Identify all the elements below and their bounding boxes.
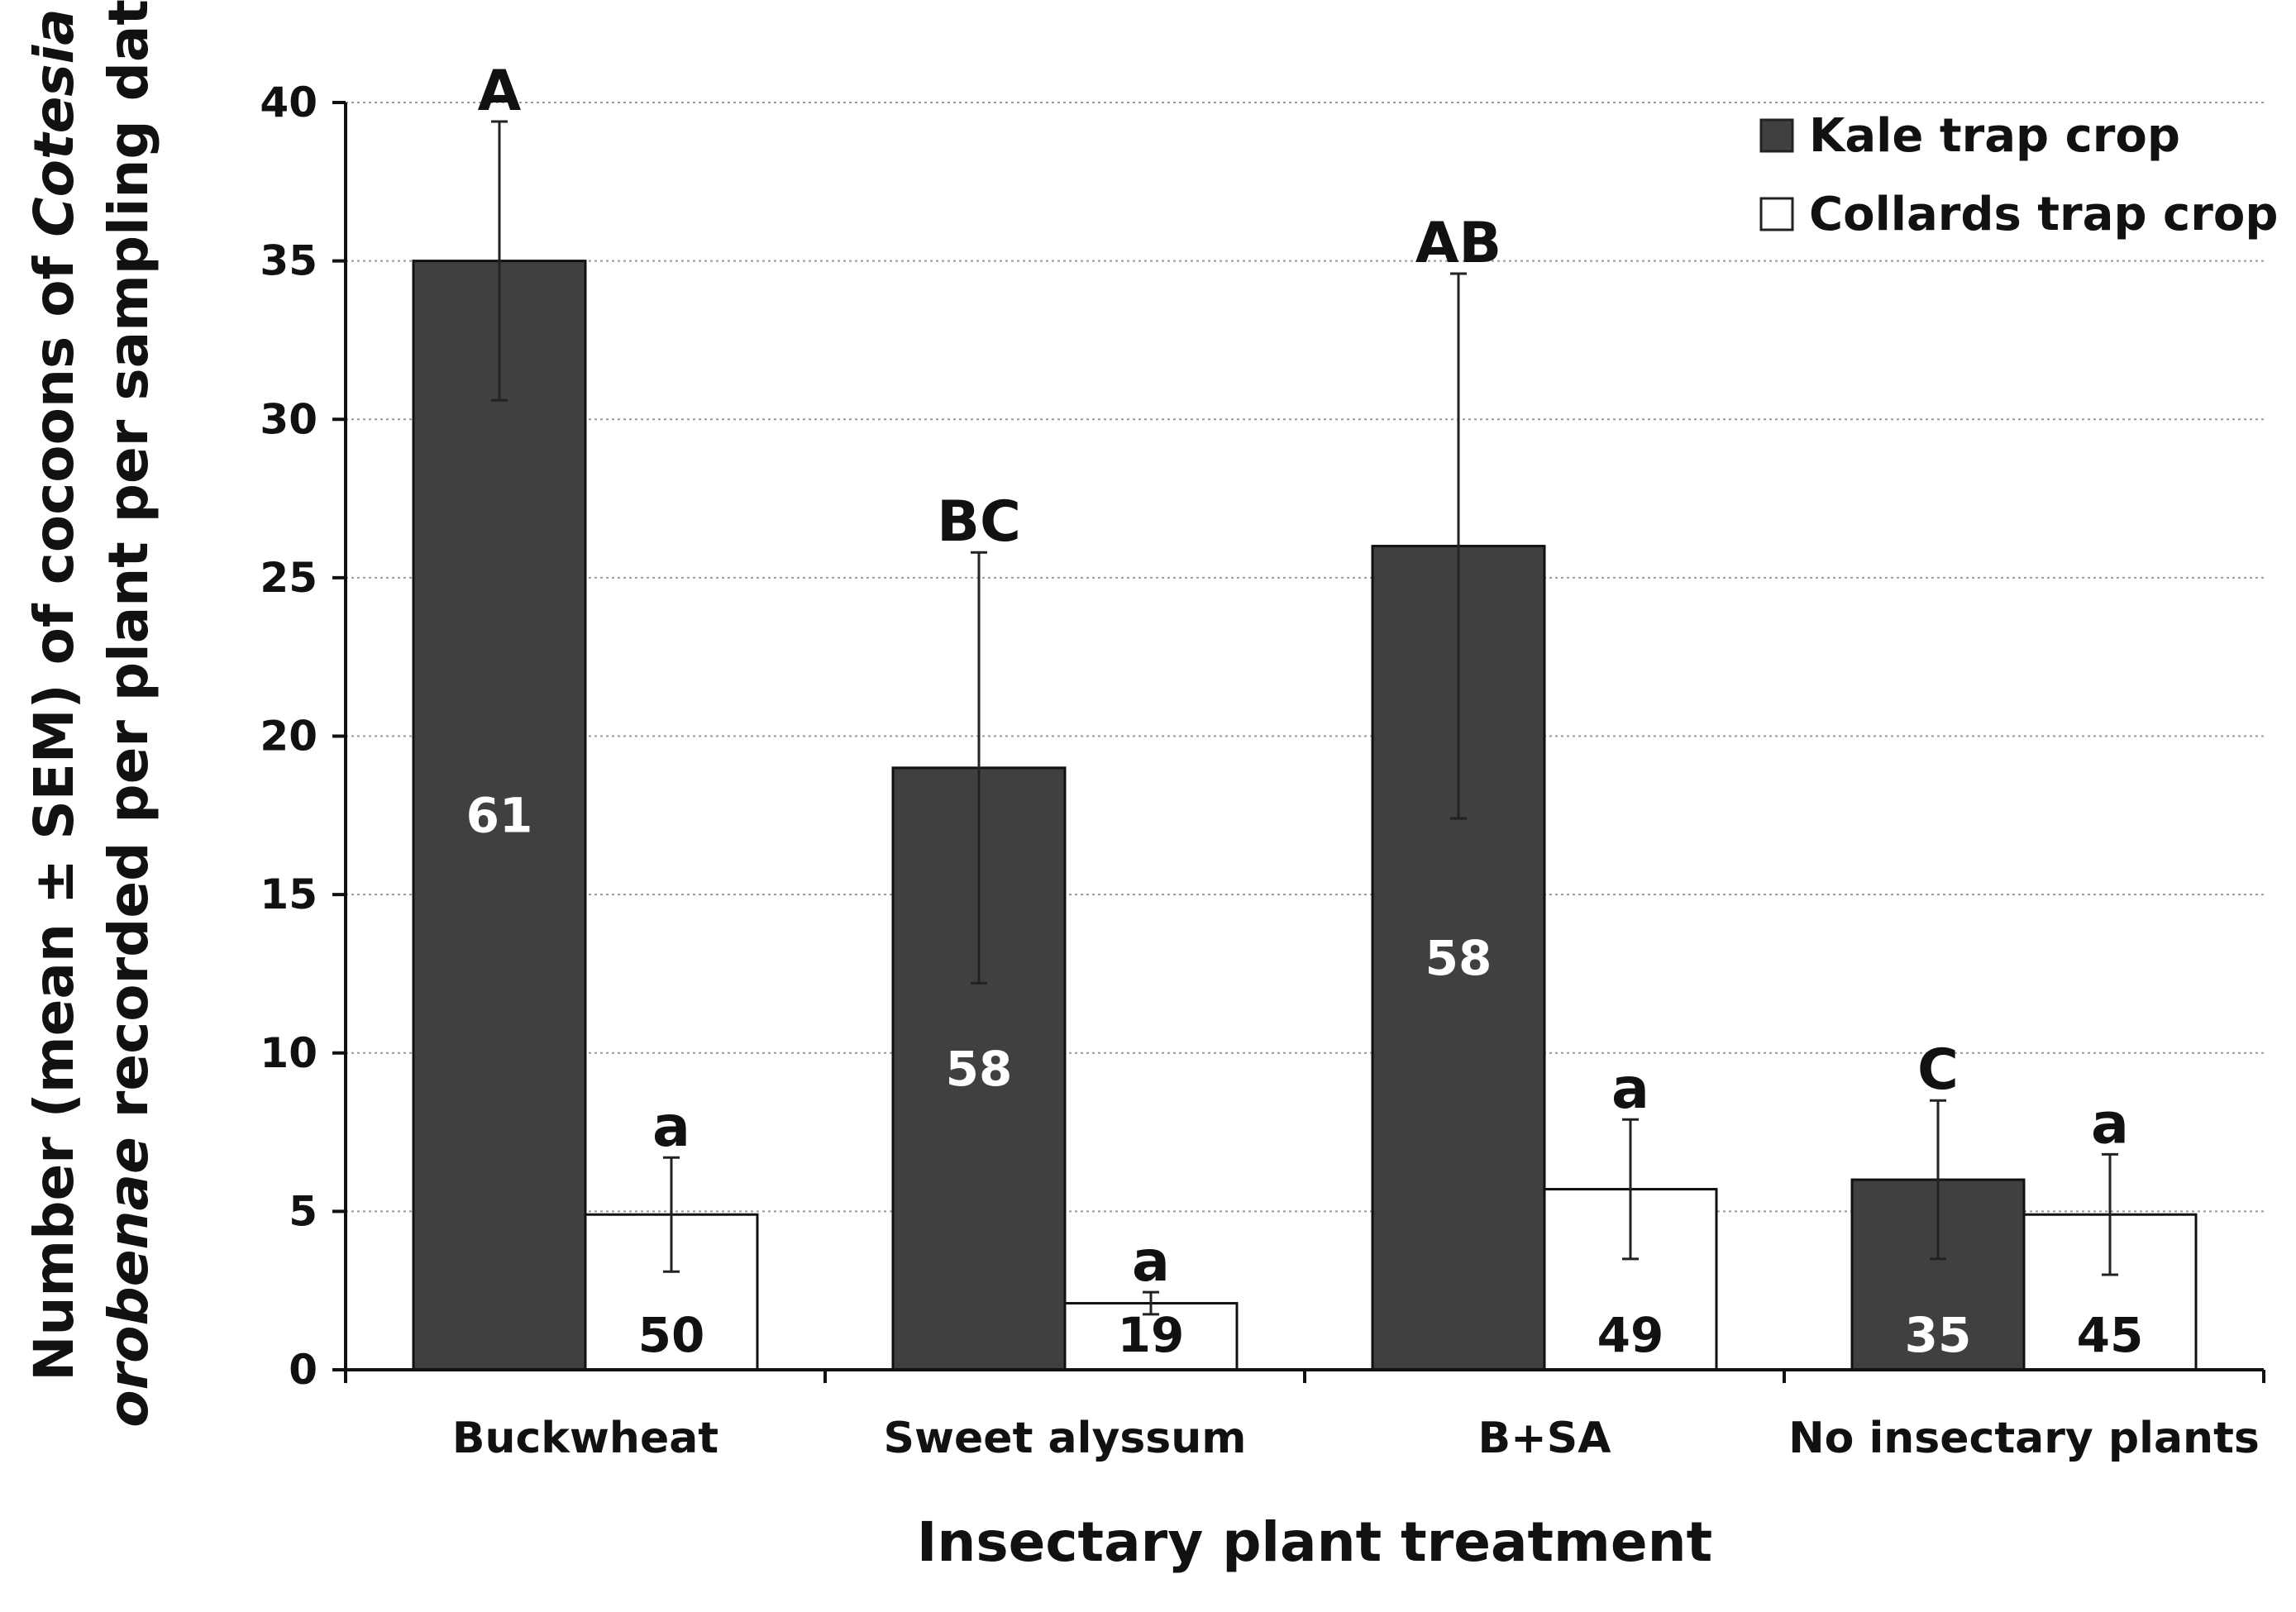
gridlines — [346, 102, 2264, 1213]
sample-size-label: 35 — [1905, 1307, 1972, 1363]
y-tick-label: 15 — [260, 870, 317, 918]
sample-size-label: 50 — [638, 1307, 705, 1363]
sample-size-label: 61 — [466, 787, 533, 843]
significance-letter: a — [1132, 1229, 1170, 1295]
significance-letter: a — [2091, 1091, 2129, 1157]
x-axis-title: Insectary plant treatment — [917, 1510, 1712, 1574]
legend-label-collards: Collards trap crop — [1809, 188, 2278, 241]
significance-letter: a — [1611, 1056, 1649, 1122]
y-axis-title: Number (mean ± SEM) of cocoons of Cotesi… — [22, 0, 160, 1428]
legend-swatch-collards — [1759, 197, 1794, 231]
significance-letter: BC — [937, 489, 1021, 555]
y-tick-label: 20 — [260, 713, 317, 761]
x-category-label: Buckwheat — [452, 1414, 718, 1463]
significance-letter: A — [478, 59, 522, 124]
sample-size-label: 49 — [1597, 1307, 1664, 1363]
sample-size-label: 58 — [946, 1041, 1013, 1097]
axes — [332, 101, 2265, 1383]
x-category-label: Sweet alyssum — [884, 1414, 1247, 1463]
y-tick-label: 40 — [260, 79, 317, 126]
y-tick-label: 25 — [260, 554, 317, 602]
x-category-label: B+SA — [1478, 1414, 1611, 1463]
y-tick-label: 5 — [289, 1187, 317, 1235]
y-tick-label: 35 — [260, 237, 317, 285]
legend: Kale trap crop Collards trap crop — [1759, 109, 2278, 241]
y-tick-label: 10 — [260, 1029, 317, 1077]
significance-letter: AB — [1415, 211, 1501, 276]
significance-letter: C — [1917, 1037, 1959, 1103]
labels: 0 5 10 15 20 25 30 35 40 Buckwheat Sweet alyssum B+… — [260, 59, 2259, 1463]
sample-size-label: 45 — [2077, 1307, 2144, 1363]
sample-size-label: 19 — [1118, 1307, 1185, 1363]
y-axis-title-line-1: Number (mean ± SEM) of cocoons of Cotesi… — [22, 8, 86, 1381]
x-category-label: No insectary plants — [1788, 1414, 2260, 1463]
y-tick-label: 0 — [289, 1346, 317, 1394]
error-bars — [491, 120, 2118, 1316]
y-axis-title-line-2: orobenae recorded per plant per sampling… — [97, 0, 160, 1428]
legend-swatch-kale — [1759, 118, 1794, 153]
bar-kale — [412, 260, 587, 1371]
sample-size-label: 58 — [1425, 930, 1492, 986]
significance-letter: a — [652, 1095, 690, 1160]
bars — [412, 260, 2198, 1371]
y-tick-label: 30 — [260, 395, 317, 443]
legend-label-kale: Kale trap crop — [1809, 109, 2180, 163]
